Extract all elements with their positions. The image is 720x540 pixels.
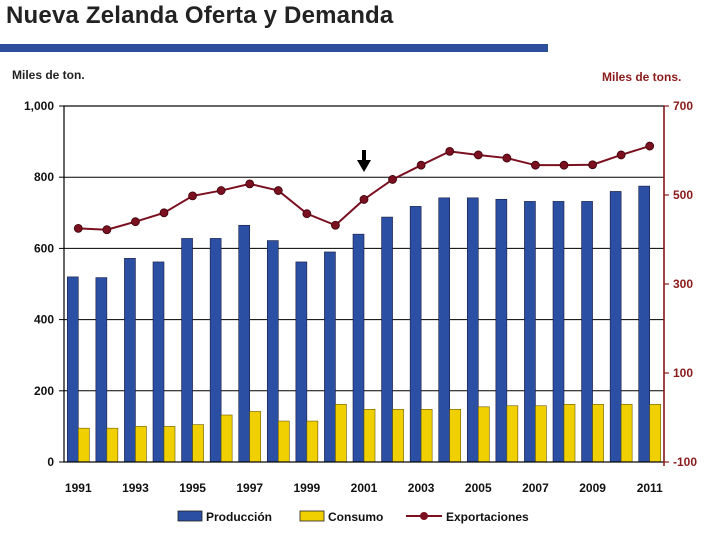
bar-produccion: [209, 238, 222, 463]
bar-produccion: [638, 185, 651, 463]
bar-consumo: [192, 424, 204, 463]
bar-consumo: [106, 427, 119, 463]
point-exportaciones: [388, 175, 397, 184]
bar-produccion: [152, 261, 165, 463]
x-axis-tick-label: 1993: [122, 481, 149, 495]
left-axis-tick-label: 400: [34, 313, 54, 327]
point-exportaciones: [102, 225, 112, 235]
legend-consumo-label: Consumo: [328, 510, 383, 524]
bar-consumo: [135, 426, 147, 463]
bar-produccion: [609, 191, 622, 463]
point-exportaciones: [588, 160, 597, 170]
bar-consumo: [592, 404, 604, 463]
left-axis-tick-label: 0: [47, 455, 54, 469]
bar-consumo: [363, 409, 376, 463]
bar-consumo: [649, 404, 662, 463]
bar-consumo: [277, 420, 290, 463]
bar-consumo: [563, 404, 576, 463]
bar-produccion: [552, 201, 565, 463]
title-underline-bar: [0, 44, 548, 52]
bar-produccion: [266, 240, 279, 463]
point-exportaciones: [73, 223, 83, 233]
x-axis-tick-label: 2005: [465, 481, 492, 495]
right-axis-tick-label: 700: [673, 99, 693, 113]
page-title: Nueva Zelanda Oferta y Demanda: [6, 2, 394, 29]
bar-produccion: [581, 201, 593, 463]
point-exportaciones: [331, 220, 340, 230]
bar-consumo: [620, 404, 633, 463]
bar-produccion: [238, 224, 251, 463]
legend-exportaciones-marker: [420, 512, 428, 520]
point-exportaciones: [159, 208, 169, 218]
point-exportaciones: [645, 141, 655, 151]
right-axis-unit-label: Miles de tons.: [602, 70, 682, 84]
bar-consumo: [249, 411, 262, 463]
x-axis-tick-label: 2003: [408, 481, 435, 495]
left-axis-tick-label: 200: [34, 384, 54, 398]
bar-produccion: [352, 233, 365, 463]
x-axis-tick-label: 1999: [294, 481, 321, 495]
bar-consumo: [506, 405, 519, 463]
x-axis-tick-label: 2009: [579, 481, 606, 495]
x-axis-tick-label: 1997: [236, 481, 263, 495]
left-axis-tick-label: 1,000: [24, 99, 54, 113]
bar-consumo: [163, 426, 176, 463]
legend-exportaciones-label: Exportaciones: [446, 510, 529, 524]
point-exportaciones: [245, 179, 255, 189]
bar-produccion: [495, 198, 508, 463]
right-axis-tick-label: -100: [673, 455, 697, 469]
annotation-arrow-shaft: [362, 150, 366, 162]
point-exportaciones: [131, 217, 140, 227]
annotation-arrow-icon: [357, 160, 371, 172]
left-axis-tick-label: 800: [34, 170, 54, 184]
bar-produccion: [66, 276, 79, 463]
bar-consumo: [449, 409, 462, 463]
point-exportaciones: [188, 191, 197, 201]
point-exportaciones: [216, 186, 226, 195]
bar-produccion: [524, 201, 536, 463]
bar-consumo: [420, 409, 433, 463]
bar-produccion: [124, 258, 136, 463]
bar-consumo: [477, 406, 490, 463]
bar-consumo: [220, 414, 233, 463]
point-exportaciones: [445, 146, 455, 156]
bar-consumo: [535, 405, 547, 463]
bar-produccion: [95, 277, 108, 463]
point-exportaciones: [559, 160, 569, 170]
x-axis-tick-label: 2007: [522, 481, 549, 495]
bar-produccion: [181, 238, 193, 463]
bar-produccion: [409, 206, 422, 463]
right-axis-tick-label: 300: [673, 277, 693, 291]
point-exportaciones: [273, 186, 283, 195]
bar-consumo: [77, 427, 90, 463]
point-exportaciones: [531, 160, 540, 170]
bar-produccion: [381, 216, 393, 463]
point-exportaciones: [473, 150, 483, 160]
bar-consumo: [306, 420, 319, 463]
bar-consumo: [392, 409, 404, 463]
left-axis-tick-label: 600: [34, 241, 54, 255]
bar-consumo: [335, 404, 347, 463]
bar-produccion: [324, 251, 336, 463]
bar-produccion: [295, 261, 308, 463]
point-exportaciones: [502, 153, 512, 163]
right-axis-tick-label: 100: [673, 366, 693, 380]
point-exportaciones: [416, 160, 426, 170]
bar-produccion: [438, 197, 451, 463]
point-exportaciones: [616, 150, 626, 160]
legend-consumo-swatch: [299, 510, 325, 522]
bar-produccion: [466, 197, 479, 463]
x-axis-tick-label: 2001: [351, 481, 378, 495]
left-axis-unit-label: Miles de ton.: [12, 68, 85, 82]
x-axis-tick-label: 2011: [637, 481, 663, 495]
x-axis-tick-label: 1995: [179, 481, 206, 495]
legend-produccion-label: Producción: [206, 510, 272, 524]
point-exportaciones: [359, 195, 369, 204]
point-exportaciones: [302, 209, 312, 219]
x-axis-tick-label: 1991: [65, 481, 92, 495]
right-axis-tick-label: 500: [673, 188, 693, 202]
legend-produccion-swatch: [177, 510, 203, 522]
